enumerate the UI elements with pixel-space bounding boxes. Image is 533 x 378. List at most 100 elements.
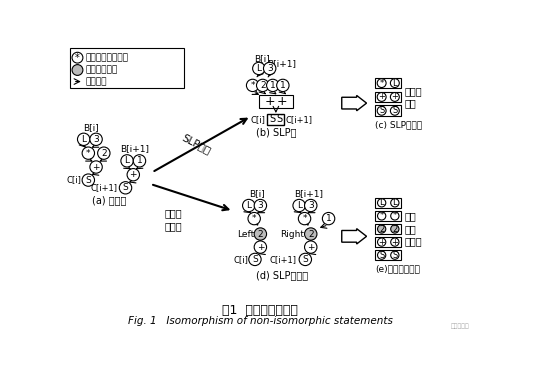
Text: S: S [392,106,398,115]
Text: 2: 2 [308,229,313,239]
Circle shape [391,225,399,233]
Circle shape [127,169,140,181]
Text: Right: Right [280,229,304,239]
Text: S: S [379,106,384,115]
Text: S: S [302,255,308,264]
Text: 3: 3 [93,135,99,144]
Circle shape [243,199,255,212]
Circle shape [377,93,386,101]
Bar [70,48,184,88]
Text: 3: 3 [267,64,272,73]
Circle shape [377,199,386,207]
Text: B[i+1]: B[i+1] [294,189,323,198]
Circle shape [304,241,317,253]
Circle shape [390,93,399,101]
Text: C[i+1]: C[i+1] [91,183,118,192]
Circle shape [390,79,399,88]
Circle shape [277,79,289,91]
Text: +: + [307,243,314,252]
Circle shape [121,155,133,167]
Text: L: L [379,198,384,207]
Circle shape [322,212,335,225]
Bar [375,198,401,208]
Text: 3: 3 [308,201,313,210]
Text: C[i]: C[i] [67,176,82,184]
Text: L: L [81,135,86,144]
Circle shape [391,199,399,207]
Text: Fig. 1   Isomorphism of non-isomorphic statements: Fig. 1 Isomorphism of non-isomorphic sta… [128,316,393,326]
Bar [375,78,401,88]
Text: S: S [252,255,258,264]
Circle shape [377,251,386,259]
Text: 选择指令节点: 选择指令节点 [85,65,117,74]
Text: C[i+1]: C[i+1] [270,255,297,264]
Text: B[i]: B[i] [84,123,99,132]
Circle shape [266,79,279,91]
Text: (c) SLP指令组: (c) SLP指令组 [375,121,422,130]
Text: S: S [269,114,275,124]
Bar [375,105,401,116]
Text: L: L [246,201,251,210]
Text: *: * [379,211,384,220]
Text: S: S [123,183,128,192]
Circle shape [246,79,259,91]
Text: 3: 3 [257,201,263,210]
Text: 同结构
化算法: 同结构 化算法 [165,209,182,231]
Circle shape [82,174,94,186]
Circle shape [133,155,146,167]
Text: 数据流边: 数据流边 [85,77,107,86]
Text: S: S [392,251,398,260]
Text: 电子发烧友: 电子发烧友 [451,323,470,329]
Text: +: + [130,170,137,179]
Text: +: + [378,93,385,101]
Text: 2: 2 [257,229,263,239]
Text: B[i]: B[i] [254,54,270,63]
Text: (d) SLP补充图: (d) SLP补充图 [256,270,308,280]
Circle shape [254,228,266,240]
Circle shape [77,133,90,146]
Circle shape [119,182,132,194]
Circle shape [304,199,317,212]
Text: C[i]: C[i] [250,115,265,124]
Circle shape [98,147,110,159]
Text: 1: 1 [280,81,286,90]
Circle shape [299,253,311,266]
Text: *: * [393,211,397,220]
Text: S: S [379,251,384,260]
Bar [375,91,401,102]
Text: +: + [378,238,385,246]
Text: S: S [277,114,282,124]
Circle shape [391,212,399,220]
Text: 指令节点或者常量: 指令节点或者常量 [85,53,128,62]
Circle shape [377,106,386,115]
Text: +: + [265,95,276,108]
Text: *: * [379,79,384,88]
Text: L: L [125,156,130,165]
Text: +: + [391,238,398,246]
Text: *: * [252,214,256,223]
Circle shape [254,241,266,253]
Text: L: L [297,201,302,210]
Text: *: * [251,81,255,90]
Text: *: * [86,149,91,158]
Text: +: + [256,243,264,252]
Text: +: + [92,163,100,172]
Text: L: L [392,79,397,88]
Text: +: + [391,93,398,101]
Text: 2: 2 [379,225,384,234]
Circle shape [90,161,102,173]
Circle shape [253,62,265,74]
Text: SLP算法: SLP算法 [181,132,213,156]
Circle shape [72,65,83,75]
Bar [375,211,401,221]
Circle shape [82,147,94,159]
Circle shape [263,62,276,74]
Text: 1: 1 [326,214,332,223]
Circle shape [298,212,311,225]
Text: C[i]: C[i] [233,255,248,264]
Text: 图1  同构化异构语句: 图1 同构化异构语句 [222,304,298,317]
Bar [375,237,401,247]
Text: *: * [75,53,80,63]
Text: L: L [256,64,261,73]
Text: L: L [392,198,397,207]
